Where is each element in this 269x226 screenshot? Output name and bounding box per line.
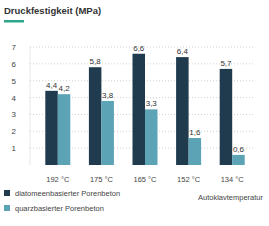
legend-label: diatomeenbasierter Porenbeton	[15, 189, 120, 198]
bar	[176, 57, 189, 165]
data-label: 4,2	[58, 84, 70, 93]
legend-swatch	[4, 205, 10, 211]
legend: diatomeenbasierter Porenbeton quarzbasier…	[4, 189, 120, 213]
title-accent	[4, 20, 24, 23]
x-tick-label: 134 °C	[221, 175, 245, 184]
x-tick-label: 152 °C	[177, 175, 201, 184]
data-label: 4,4	[46, 81, 58, 90]
y-tick-label: 6	[12, 60, 17, 69]
legend-label: quarzbasierter Porenbeton	[15, 204, 104, 213]
bar	[232, 155, 245, 165]
y-tick-label: 3	[12, 110, 17, 119]
bar	[58, 94, 71, 165]
data-labels: 4,4 5,8 6,6 6,4 5,7 4,2 3,8 3,3 1,6 0,6	[46, 44, 245, 154]
x-tick-label: 192 °C	[46, 175, 70, 184]
bar	[189, 138, 202, 165]
data-label: 3,3	[146, 99, 158, 108]
y-tick-label: 4	[12, 94, 17, 103]
bar	[101, 101, 114, 165]
chart: Druckfestigkeit (MPa) 1 2 3 4 5 6 7 4,4 5,8 6,6 6,4…	[0, 0, 269, 226]
data-label: 5,7	[220, 59, 232, 68]
data-label: 1,6	[189, 128, 201, 137]
legend-swatch	[4, 190, 10, 196]
bars	[45, 54, 244, 165]
y-tick-label: 1	[12, 144, 17, 153]
data-label: 3,8	[102, 91, 114, 100]
data-label: 6,4	[177, 47, 189, 56]
chart-root: Druckfestigkeit (MPa) 1 2 3 4 5 6 7 4,4 5,8 6,6 6,4…	[0, 0, 269, 226]
bar	[89, 67, 102, 165]
x-axis-label: Autoklavtemperatur	[198, 193, 264, 202]
y-axis-line	[30, 47, 31, 165]
data-label: 0,6	[233, 145, 245, 154]
x-tick-label: 165 °C	[133, 175, 157, 184]
data-label: 6,6	[133, 44, 145, 53]
y-tick-label: 5	[12, 77, 17, 86]
title: Druckfestigkeit (MPa)	[4, 5, 101, 16]
y-tick-label: 2	[12, 127, 17, 136]
data-label: 5,8	[90, 57, 102, 66]
bar	[45, 91, 58, 165]
bar	[220, 69, 233, 165]
x-tick-label: 175 °C	[90, 175, 114, 184]
bar	[145, 109, 158, 165]
bar	[133, 54, 146, 165]
y-tick-label: 7	[12, 43, 17, 52]
